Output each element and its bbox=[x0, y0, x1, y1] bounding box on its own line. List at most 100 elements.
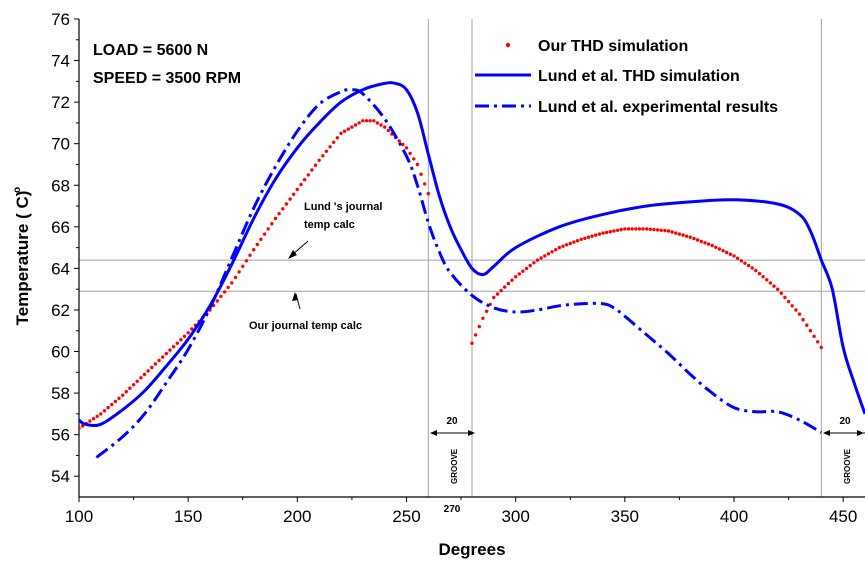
data-point bbox=[820, 346, 823, 349]
data-point bbox=[507, 282, 510, 285]
y-tick-label: 66 bbox=[51, 218, 70, 237]
data-point bbox=[339, 132, 342, 135]
data-point bbox=[419, 173, 422, 176]
groove-width-1: 20 bbox=[446, 416, 458, 427]
lund-calc-arrow bbox=[288, 241, 308, 259]
series-0 bbox=[77, 119, 823, 430]
data-point bbox=[780, 292, 783, 295]
data-point bbox=[496, 292, 499, 295]
x-tick-label: 400 bbox=[720, 507, 748, 526]
x-tick-label: 100 bbox=[65, 507, 93, 526]
data-point bbox=[172, 345, 175, 348]
data-point bbox=[117, 397, 120, 400]
data-point bbox=[307, 173, 310, 176]
data-point bbox=[332, 141, 335, 144]
data-point bbox=[630, 227, 633, 230]
data-point bbox=[700, 240, 703, 243]
series-2 bbox=[97, 90, 822, 458]
data-point bbox=[620, 228, 623, 231]
data-point bbox=[561, 245, 564, 248]
data-point bbox=[751, 266, 754, 269]
data-point bbox=[354, 123, 357, 126]
data-point bbox=[543, 254, 546, 257]
data-point bbox=[281, 207, 284, 210]
data-point bbox=[223, 290, 226, 293]
data-point bbox=[106, 406, 109, 409]
data-point bbox=[558, 246, 561, 249]
data-point bbox=[136, 380, 139, 383]
data-point bbox=[616, 229, 619, 232]
y-tick-label: 68 bbox=[51, 176, 70, 195]
groove-marker-1: 20 GROOVE 270 bbox=[430, 416, 475, 515]
data-point bbox=[510, 279, 513, 282]
y-axis-title: Temperature ( C) bbox=[13, 191, 32, 326]
data-point bbox=[532, 261, 535, 264]
data-point bbox=[740, 259, 743, 262]
data-point bbox=[747, 264, 750, 267]
data-point bbox=[623, 227, 626, 230]
series-line bbox=[97, 90, 822, 458]
lund-calc-note-line1: Lund 's journal bbox=[304, 201, 382, 213]
data-point bbox=[503, 285, 506, 288]
data-point bbox=[150, 366, 153, 369]
data-point bbox=[703, 241, 706, 244]
y-tick-label: 76 bbox=[51, 10, 70, 29]
data-point bbox=[139, 376, 142, 379]
data-point bbox=[601, 231, 604, 234]
data-point bbox=[179, 338, 182, 341]
data-point bbox=[96, 415, 99, 418]
data-point bbox=[270, 222, 273, 225]
y-tick-label: 62 bbox=[51, 301, 70, 320]
x-tick-label: 250 bbox=[392, 507, 420, 526]
data-point bbox=[787, 300, 790, 303]
data-point bbox=[347, 127, 350, 130]
data-point bbox=[772, 284, 775, 287]
data-point bbox=[99, 412, 102, 415]
data-point bbox=[387, 129, 390, 132]
reference-lines bbox=[79, 19, 865, 497]
data-point bbox=[343, 130, 346, 133]
data-point bbox=[292, 193, 295, 196]
y-axis-title-main: Temperature ( C) bbox=[13, 191, 32, 326]
data-point bbox=[652, 228, 655, 231]
data-point bbox=[576, 239, 579, 242]
data-point bbox=[594, 233, 597, 236]
data-point bbox=[285, 202, 288, 205]
data-point bbox=[325, 150, 328, 153]
data-point bbox=[77, 427, 80, 430]
data-point bbox=[372, 119, 375, 122]
data-point bbox=[499, 289, 502, 292]
data-point bbox=[168, 348, 171, 351]
data-point bbox=[485, 310, 488, 313]
data-point bbox=[769, 281, 772, 284]
data-point bbox=[263, 232, 266, 235]
data-point bbox=[383, 125, 386, 128]
data-point bbox=[256, 243, 259, 246]
data-point bbox=[554, 248, 557, 251]
y-tick-label: 74 bbox=[51, 52, 70, 71]
data-point bbox=[157, 359, 160, 362]
legend-label-our-thd: Our THD simulation bbox=[538, 38, 688, 55]
data-point bbox=[518, 272, 521, 275]
data-point bbox=[670, 230, 673, 233]
data-point bbox=[248, 254, 251, 257]
data-point bbox=[572, 240, 575, 243]
data-point bbox=[583, 237, 586, 240]
data-point bbox=[474, 333, 477, 336]
legend-label-lund-thd: Lund et al. THD simulation bbox=[538, 68, 740, 85]
y-tick-label: 58 bbox=[51, 384, 70, 403]
data-point bbox=[609, 230, 612, 233]
data-point bbox=[529, 264, 532, 267]
data-point bbox=[536, 258, 539, 261]
data-point bbox=[721, 249, 724, 252]
data-point bbox=[569, 242, 572, 245]
data-point bbox=[667, 229, 670, 232]
data-point bbox=[267, 227, 270, 230]
data-point bbox=[736, 257, 739, 260]
data-point bbox=[296, 188, 299, 191]
data-point bbox=[565, 243, 568, 246]
y-tick-label: 54 bbox=[51, 467, 70, 486]
data-point bbox=[176, 342, 179, 345]
data-point bbox=[288, 197, 291, 200]
data-point bbox=[681, 233, 684, 236]
